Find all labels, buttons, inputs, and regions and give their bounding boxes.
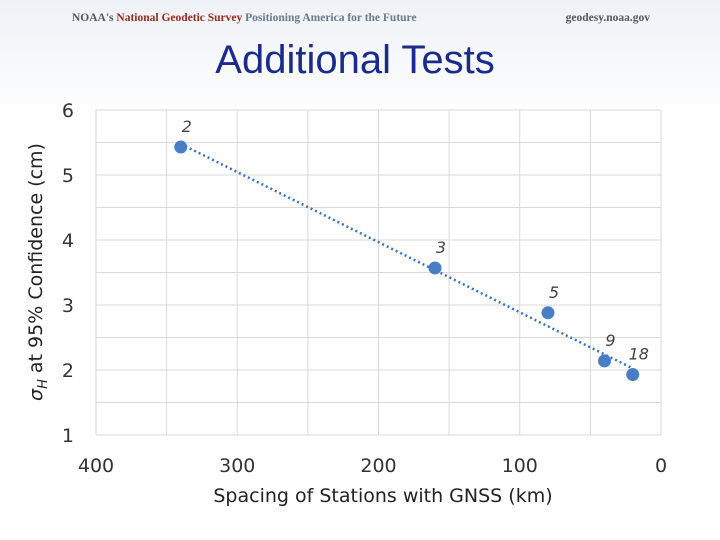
banner-website: geodesy.noaa.gov <box>565 12 650 24</box>
slide-title: Additional Tests <box>215 38 495 82</box>
x-tick-label: 300 <box>219 455 255 477</box>
data-point <box>428 261 442 275</box>
data-points: 2 3 5 9 18 <box>174 117 649 382</box>
data-point-label: 9 <box>605 331 615 350</box>
trendline <box>180 142 634 370</box>
header-banner: NOAA's National Geodetic Survey Position… <box>0 0 720 38</box>
y-axis-title-subscript: H <box>36 379 51 389</box>
data-point <box>626 368 640 382</box>
y-axis-title: σH at 95% Confidence (cm) <box>25 143 51 401</box>
x-tick-label: 200 <box>360 455 396 477</box>
data-point-label: 2 <box>182 117 192 136</box>
data-point-label: 3 <box>436 238 446 257</box>
tick-labels: 400 300 200 100 0 1 2 3 4 5 6 <box>62 100 667 477</box>
y-tick-label: 2 <box>62 360 74 382</box>
banner-agency: NOAA's <box>72 12 114 24</box>
y-axis-title-rest: at 95% Confidence (cm) <box>25 143 47 379</box>
x-tick-label: 100 <box>502 455 538 477</box>
y-axis-title-sigma: σ <box>25 388 47 401</box>
data-point <box>598 354 611 368</box>
y-tick-label: 3 <box>62 295 74 317</box>
banner-survey-name: National Geodetic Survey <box>116 12 243 24</box>
banner-tagline: Positioning America for the Future <box>245 12 417 24</box>
x-tick-label: 400 <box>78 455 114 477</box>
banner-branding: NOAA's National Geodetic Survey Position… <box>72 12 417 24</box>
gridlines <box>95 109 662 436</box>
data-point <box>541 306 555 320</box>
y-tick-label: 1 <box>62 425 74 447</box>
x-tick-label: 0 <box>655 455 667 477</box>
y-tick-label: 4 <box>62 230 74 252</box>
y-tick-label: 5 <box>62 165 74 187</box>
data-point <box>174 140 188 154</box>
x-axis-title: Spacing of Stations with GNSS (km) <box>213 485 552 507</box>
y-tick-label: 6 <box>62 100 74 122</box>
data-point-label: 18 <box>629 345 649 364</box>
data-point-label: 5 <box>549 283 559 302</box>
